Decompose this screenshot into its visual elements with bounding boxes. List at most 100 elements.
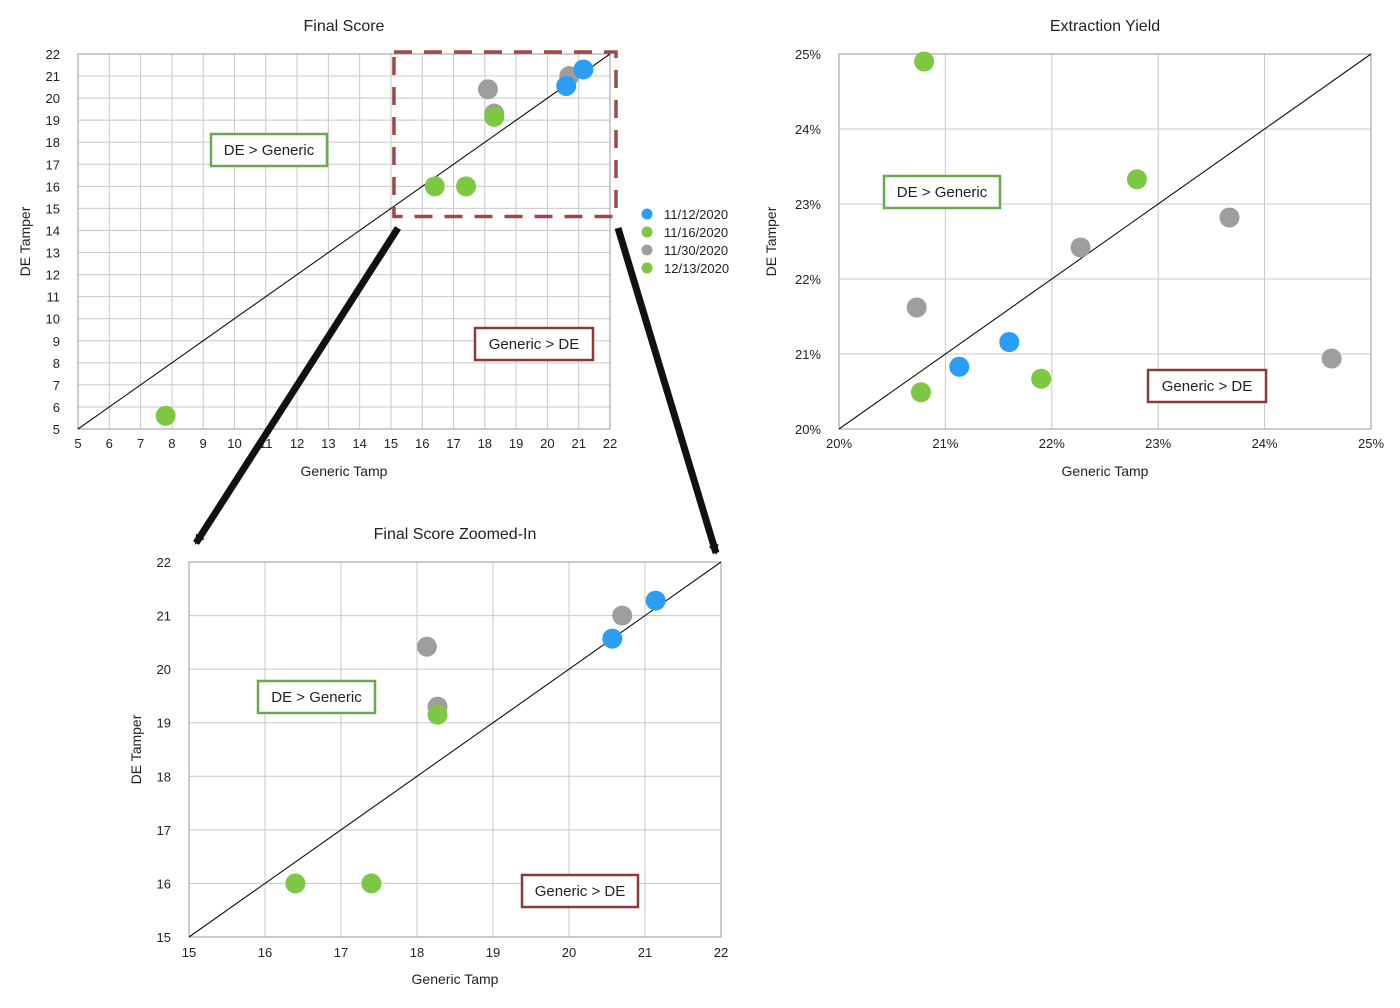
x-tick-label: 25% [1358, 436, 1384, 451]
data-point-green [361, 873, 382, 894]
y-tick-label: 14 [46, 223, 60, 238]
x-tick-label: 22 [603, 436, 617, 451]
annotation-label-green: DE > Generic [271, 689, 362, 706]
x-tick-label: 20% [826, 436, 852, 451]
y-axis-label: DE Tamper [17, 206, 33, 276]
data-point-gray [1219, 207, 1240, 228]
data-point-green [910, 382, 931, 403]
data-point-blue [602, 628, 623, 649]
x-tick-label: 22 [714, 945, 728, 960]
diagonal-line [188, 561, 722, 938]
data-point-green [285, 873, 306, 894]
data-point-blue [999, 332, 1020, 352]
y-tick-label: 15 [46, 201, 60, 216]
legend-entry-label: 11/30/2020 [664, 243, 728, 258]
y-tick-label: 12 [46, 268, 60, 283]
x-tick-label: 16 [415, 436, 429, 451]
y-tick-label: 19 [157, 716, 171, 731]
data-point-gray [1070, 237, 1091, 258]
data-point-gray [477, 79, 498, 100]
x-tick-label: 12 [290, 436, 304, 451]
x-tick-label: 14 [352, 436, 366, 451]
x-tick-label: 19 [486, 945, 500, 960]
data-point-blue [573, 59, 594, 80]
annotation-box-green [209, 132, 329, 168]
y-tick-label: 7 [53, 378, 60, 393]
data-point-green [1126, 169, 1147, 190]
data-point-gray [416, 636, 437, 657]
x-tick-label: 21% [932, 436, 958, 451]
chart-final: 5 6 7 8 9 10 11 12 13 14 15 16 17 18 19 20 21 22567891011… [17, 18, 618, 479]
x-tick-label: 23% [1145, 436, 1171, 451]
y-tick-label: 10 [46, 312, 60, 327]
plot-frame [838, 53, 1372, 430]
chart-zoom: 15 16 17 18 19 20 21 22 15 16 17 18 19 20 21 22 Final Sc… [128, 526, 728, 987]
data-point-green [914, 51, 935, 72]
chart-title: Extraction Yield [1050, 18, 1160, 35]
x-tick-label: 15 [182, 945, 196, 960]
y-tick-label: 15 [157, 930, 171, 945]
x-tick-label: 22% [1039, 436, 1065, 451]
x-tick-label: 18 [410, 945, 424, 960]
x-tick-label: 8 [168, 436, 175, 451]
x-tick-label: 17 [446, 436, 460, 451]
legend-marker [641, 208, 653, 220]
legend-entry-label: 11/16/2020 [664, 225, 728, 240]
y-tick-label: 6 [53, 400, 60, 415]
y-tick-label: 21 [157, 609, 171, 624]
y-tick-label: 9 [53, 334, 60, 349]
annotation-label-green: DE > Generic [224, 142, 315, 159]
plot-frame [77, 53, 611, 430]
annotation-label-red: Generic > DE [1162, 378, 1252, 395]
data-point-blue [949, 356, 970, 377]
y-tick-label: 16 [46, 179, 60, 194]
legend-entry-label: 12/13/2020 [664, 261, 729, 276]
chart-title: Final Score Zoomed-In [374, 526, 537, 543]
data-point-gray [1321, 348, 1342, 369]
x-tick-label: 21 [571, 436, 585, 451]
legend-marker [641, 244, 653, 256]
y-tick-label: 25% [795, 47, 821, 62]
chart-title: Final Score [304, 18, 385, 35]
data-point-gray [906, 297, 927, 318]
data-point-green [484, 106, 505, 127]
x-tick-label: 24% [1252, 436, 1278, 451]
x-tick-label: 5 [74, 436, 81, 451]
diagonal-line [77, 53, 611, 430]
x-axis-label: Generic Tamp [412, 971, 499, 987]
legend-marker [641, 226, 653, 238]
data-point-green [155, 405, 176, 426]
y-tick-label: 5 [53, 422, 60, 437]
legend-entry-label: 11/12/2020 [664, 207, 728, 222]
x-tick-label: 13 [321, 436, 335, 451]
y-tick-label: 20 [46, 91, 60, 106]
y-tick-label: 19 [46, 113, 60, 128]
x-tick-label: 16 [258, 945, 272, 960]
y-tick-label: 20 [157, 662, 171, 677]
x-axis-label: Generic Tamp [301, 463, 388, 479]
y-tick-label: 21% [795, 347, 821, 362]
annotation-box-red [520, 873, 640, 909]
x-tick-label: 6 [106, 436, 113, 451]
zoom-arrow-left [193, 226, 401, 545]
data-point-blue [556, 75, 577, 96]
y-axis-label: DE Tamper [128, 714, 144, 784]
x-tick-label: 15 [384, 436, 398, 451]
y-tick-label: 22 [46, 47, 60, 62]
y-tick-label: 8 [53, 356, 60, 371]
annotation-label-red: Generic > DE [535, 883, 625, 900]
x-tick-label: 18 [478, 436, 492, 451]
y-tick-label: 17 [46, 157, 60, 172]
data-point-green [456, 176, 477, 197]
data-point-green [424, 176, 445, 197]
annotation-label-red: Generic > DE [489, 336, 579, 353]
zoom-arrow-right [614, 226, 720, 555]
y-tick-label: 22 [157, 555, 171, 570]
annotation-box-red [473, 326, 595, 362]
x-tick-label: 20 [540, 436, 554, 451]
y-tick-label: 22% [795, 272, 821, 287]
annotation-box-red [1146, 368, 1268, 404]
y-tick-label: 17 [157, 823, 171, 838]
diagonal-line [838, 53, 1372, 430]
